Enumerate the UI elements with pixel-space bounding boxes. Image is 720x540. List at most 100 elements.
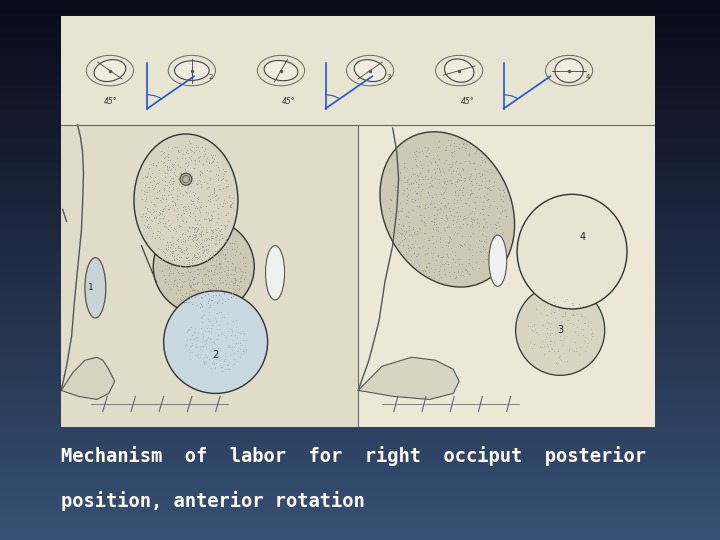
Point	[218, 267, 230, 275]
Point	[559, 321, 570, 329]
Point	[200, 244, 212, 253]
Point	[544, 300, 555, 308]
Point	[153, 178, 165, 187]
Point	[201, 323, 212, 332]
Point	[414, 191, 426, 199]
Point	[181, 176, 193, 185]
Point	[143, 186, 154, 194]
Point	[216, 202, 228, 211]
Point	[156, 198, 167, 207]
Point	[413, 148, 425, 157]
Point	[453, 254, 464, 263]
Point	[577, 312, 588, 321]
Point	[563, 344, 575, 353]
Point	[415, 180, 426, 188]
Point	[395, 230, 407, 238]
Point	[159, 173, 171, 181]
Point	[441, 223, 453, 232]
Point	[435, 198, 446, 207]
Point	[217, 201, 228, 210]
Point	[421, 152, 433, 160]
Point	[174, 163, 186, 171]
Point	[391, 232, 402, 241]
Point	[170, 172, 181, 181]
Point	[167, 269, 179, 278]
Point	[156, 266, 168, 274]
Point	[215, 325, 226, 333]
Point	[207, 338, 219, 347]
Point	[536, 336, 548, 345]
Point	[237, 326, 248, 335]
Point	[443, 204, 454, 212]
Point	[189, 279, 201, 287]
Point	[552, 300, 563, 309]
Point	[207, 231, 218, 240]
Point	[235, 339, 246, 347]
Point	[203, 275, 215, 284]
Point	[487, 242, 498, 251]
Point	[534, 309, 546, 318]
Point	[464, 179, 476, 187]
Point	[170, 226, 181, 235]
Point	[435, 214, 446, 222]
Point	[231, 347, 243, 356]
Point	[188, 273, 199, 281]
Point	[186, 284, 198, 293]
Point	[162, 156, 174, 165]
Point	[227, 198, 238, 207]
Point	[181, 249, 192, 258]
Point	[172, 242, 184, 251]
Point	[220, 233, 232, 241]
Point	[479, 183, 490, 191]
Point	[229, 279, 240, 287]
Point	[223, 364, 235, 373]
Point	[192, 225, 204, 233]
Point	[452, 191, 464, 199]
Point	[149, 234, 161, 242]
Point	[178, 271, 189, 280]
Point	[170, 182, 181, 191]
Point	[175, 282, 186, 291]
Point	[555, 317, 567, 326]
Point	[541, 318, 552, 326]
Point	[182, 149, 194, 158]
Point	[215, 354, 226, 363]
Point	[190, 340, 202, 348]
Point	[464, 259, 475, 267]
Point	[222, 283, 233, 292]
Point	[413, 224, 425, 233]
Point	[456, 271, 468, 279]
Point	[497, 229, 508, 238]
Point	[464, 222, 476, 231]
Point	[394, 238, 405, 246]
Point	[477, 257, 489, 266]
Point	[202, 192, 214, 200]
Point	[179, 236, 190, 245]
Point	[206, 152, 217, 161]
Point	[539, 302, 550, 310]
Point	[225, 201, 236, 210]
Point	[422, 259, 433, 267]
Point	[424, 200, 436, 208]
Point	[234, 352, 246, 361]
Point	[197, 265, 209, 273]
Point	[401, 164, 413, 172]
Point	[162, 165, 174, 173]
Point	[230, 276, 242, 285]
Point	[448, 167, 459, 176]
Point	[193, 147, 204, 156]
Point	[412, 190, 423, 199]
Point	[183, 252, 194, 261]
Point	[444, 176, 456, 184]
Point	[175, 211, 186, 219]
Point	[444, 141, 456, 150]
Point	[459, 214, 471, 222]
Point	[171, 266, 183, 275]
Point	[418, 242, 429, 251]
Point	[231, 333, 243, 341]
Point	[457, 184, 469, 192]
Point	[454, 212, 466, 220]
Point	[213, 260, 225, 268]
Point	[410, 160, 422, 169]
Point	[459, 176, 470, 184]
